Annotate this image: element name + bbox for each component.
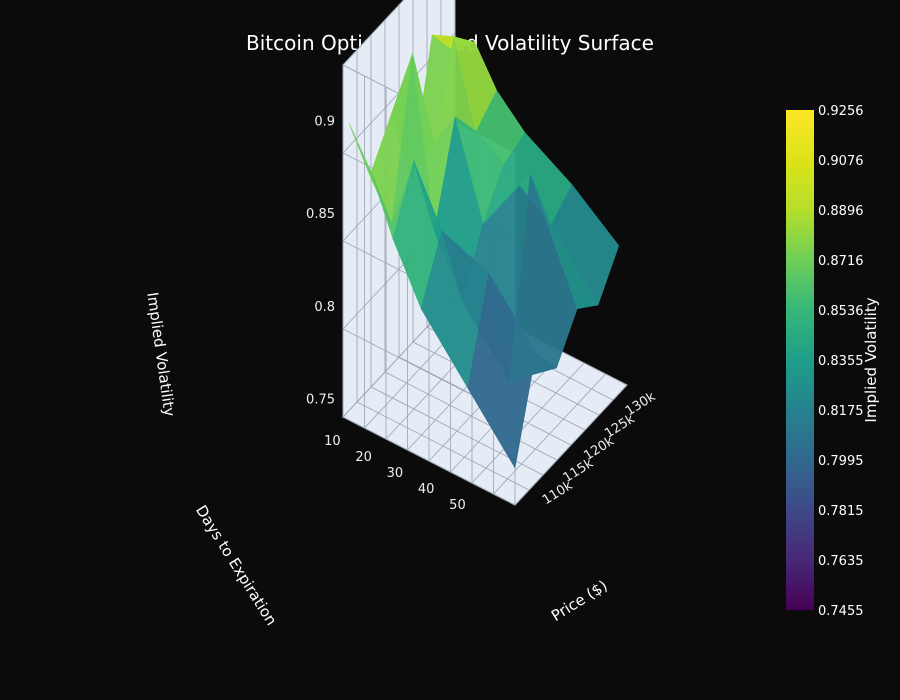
colorbar-tick-label: 0.7455 <box>818 604 864 619</box>
back-gridline <box>342 0 405 66</box>
colorbar-tick-label: 0.8896 <box>818 204 864 219</box>
y-axis-ticks: 10 20 30 40 50 <box>324 434 466 513</box>
colorbar-tick-label: 0.7815 <box>818 504 864 519</box>
colorbar-tick-label: 0.7995 <box>818 454 864 469</box>
colorbar-tick-label: 0.8536 <box>818 304 864 319</box>
y-tick-label: 40 <box>418 482 435 497</box>
y-tick-label: 50 <box>449 498 466 513</box>
z-axis-ticks: 0.75 0.8 0.85 0.9 <box>306 115 335 408</box>
colorbar-gradient <box>786 110 814 610</box>
x-tick-label: 130k <box>623 389 659 419</box>
left-gridline <box>342 416 516 506</box>
colorbar-tick-label: 0.7635 <box>818 554 864 569</box>
colorbar-tick-label: 0.8355 <box>818 354 864 369</box>
z-tick-label: 0.9 <box>314 115 335 130</box>
gridlines <box>342 0 628 506</box>
y-tick-label: 30 <box>387 466 404 481</box>
floor-gridline <box>514 384 628 506</box>
y-tick-label: 10 <box>324 434 341 449</box>
colorbar-tick-label: 0.8175 <box>818 404 864 419</box>
colorbar-title: Implied Volatility <box>862 297 880 422</box>
y-axis-label: Days to Expiration <box>192 502 280 629</box>
volatility-surface[interactable] <box>349 34 620 469</box>
colorbar-tick-label: 0.9076 <box>818 154 864 169</box>
floor-gridline <box>493 373 606 495</box>
surface-patch[interactable] <box>550 184 620 306</box>
z-axis-label: Implied Volatility <box>143 291 178 418</box>
z-tick-label: 0.85 <box>306 207 335 222</box>
y-tick-label: 20 <box>355 450 372 465</box>
z-tick-label: 0.75 <box>306 392 335 407</box>
colorbar-ticks: 0.9256 0.9076 0.8896 0.8716 0.8536 0.8355 0.81… <box>818 104 864 619</box>
colorbar-tick-label: 0.8716 <box>818 254 864 269</box>
colorbar-tick-label: 0.9256 <box>818 104 864 119</box>
x-axis-label: Price ($) <box>548 577 611 625</box>
z-tick-label: 0.8 <box>314 300 335 315</box>
colorbar: 0.9256 0.9076 0.8896 0.8716 0.8536 0.8355 0.81… <box>786 104 880 619</box>
floor-gridline <box>471 362 585 484</box>
